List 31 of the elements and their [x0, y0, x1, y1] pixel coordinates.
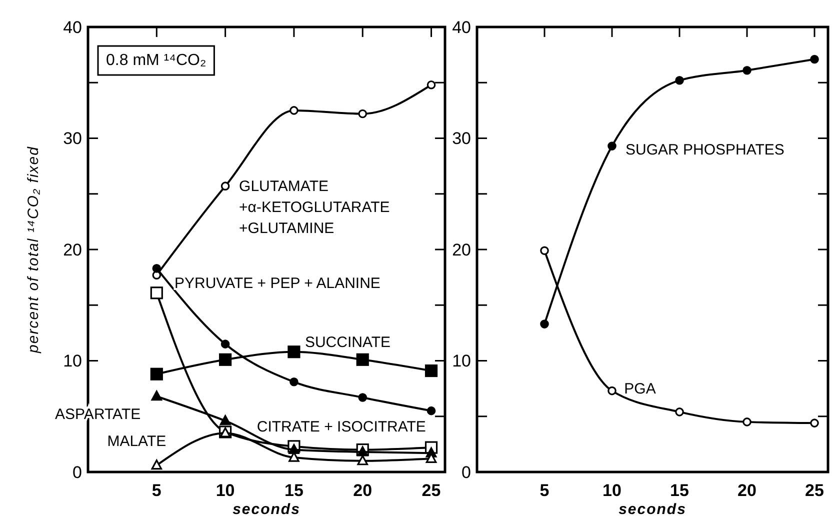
- y-tick-label: 10: [452, 352, 471, 371]
- y-tick-label: 40: [63, 18, 82, 37]
- series-label: PGA: [624, 380, 656, 398]
- y-tick-label: 30: [452, 129, 471, 148]
- x-axis-title: seconds: [232, 501, 300, 517]
- y-tick-label: 30: [63, 129, 82, 148]
- x-tick-label: 25: [805, 481, 824, 500]
- x-tick-label: 20: [353, 481, 372, 500]
- y-tick-label: 0: [462, 462, 471, 482]
- x-tick-label: 15: [670, 481, 689, 500]
- x-tick-label: 20: [738, 481, 756, 500]
- x-tick-label: 10: [216, 481, 235, 500]
- y-tick-label: 40: [452, 18, 471, 37]
- y-tick-label: 20: [63, 240, 82, 260]
- x-axis-title: seconds: [618, 501, 686, 517]
- y-tick-label: 20: [452, 240, 471, 260]
- annotation: 0.8 mM ¹⁴CO₂: [106, 52, 206, 69]
- series-label: MALATE: [107, 432, 166, 450]
- y-tick-label: 0: [72, 462, 82, 482]
- y-tick-label: 10: [63, 352, 82, 371]
- x-tick-label: 15: [284, 481, 304, 500]
- x-tick-label: 25: [422, 481, 441, 500]
- x-tick-label: 5: [540, 481, 550, 500]
- x-tick-label: 10: [602, 481, 622, 500]
- series-label: SUCCINATE: [304, 334, 391, 351]
- series-label: PYRUVATE + PEP + ALANINE: [174, 274, 380, 292]
- legend-label: CITRATE + ISOCITRATE: [256, 418, 426, 436]
- series-label: GLUTAMATE +α-KETOGLUTARATE +GLUTAMINE: [239, 178, 390, 238]
- series-label: SUGAR PHOSPHATES: [626, 141, 784, 158]
- x-tick-label: 5: [152, 481, 162, 500]
- y-axis-title: percent of total ¹⁴CO₂ fixed: [25, 146, 42, 354]
